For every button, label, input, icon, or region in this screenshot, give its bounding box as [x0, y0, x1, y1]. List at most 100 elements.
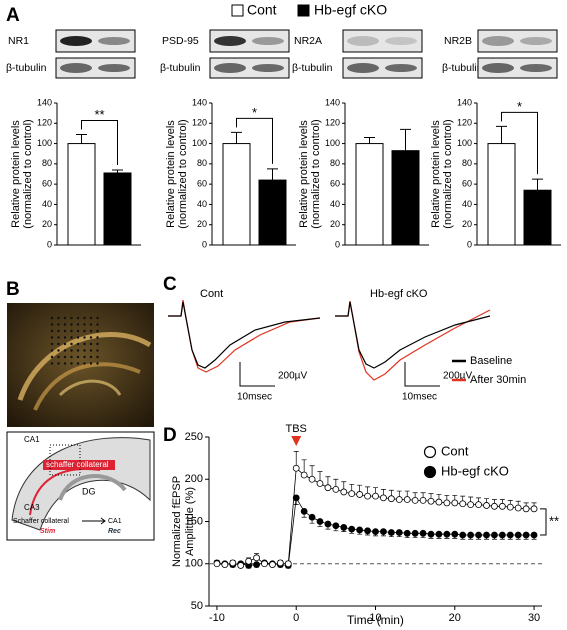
legend-label: Cont — [247, 2, 277, 18]
series-line — [216, 467, 535, 566]
significance: ** — [94, 107, 104, 122]
legend-label: Baseline — [470, 355, 512, 367]
electrode — [63, 342, 67, 346]
bar — [222, 143, 251, 246]
electrode — [83, 316, 86, 320]
electrode — [89, 323, 93, 326]
electrode — [50, 355, 54, 359]
marker — [237, 562, 245, 569]
marker — [475, 531, 482, 539]
electrode — [70, 342, 73, 346]
blot-label: β-tubulin — [160, 62, 201, 74]
electrode — [89, 342, 93, 346]
y-axis-label: Relative protein levels — [298, 120, 310, 228]
y-tick-label: 80 — [330, 158, 340, 168]
significance-bracket — [236, 117, 273, 164]
y-tick-label: 120 — [457, 118, 472, 128]
electrode — [76, 362, 80, 365]
y-tick-label: 150 — [185, 515, 203, 527]
marker — [459, 500, 467, 508]
electrode — [83, 323, 86, 326]
electrode — [57, 349, 60, 352]
band — [214, 63, 246, 73]
y-tick-label: 200 — [185, 473, 203, 485]
y-tick-label: 140 — [37, 97, 52, 107]
x-tick-label: -10 — [209, 612, 225, 624]
marker — [435, 498, 443, 506]
electrode — [70, 355, 73, 359]
marker — [229, 559, 237, 567]
marker — [316, 518, 324, 525]
marker — [411, 496, 419, 504]
electrode — [76, 342, 80, 346]
blot-label: NR2A — [294, 35, 322, 47]
electrode — [63, 316, 67, 320]
marker — [498, 502, 506, 510]
y-tick-label: 80 — [462, 158, 472, 168]
electrode — [83, 349, 86, 352]
marker — [395, 529, 403, 536]
marker — [292, 494, 300, 502]
y-tick-label: 20 — [197, 219, 207, 229]
band — [347, 36, 379, 46]
electrode — [57, 329, 60, 333]
rec-label: Rec — [108, 528, 121, 535]
blot — [477, 57, 558, 79]
marker — [419, 496, 427, 504]
electrode — [50, 349, 54, 352]
y-tick-label: 20 — [42, 219, 52, 229]
marker — [427, 497, 435, 505]
panel-letter: A — [6, 5, 20, 26]
blot — [209, 57, 290, 79]
error-bar — [112, 169, 123, 173]
electrode — [57, 362, 60, 365]
marker — [395, 496, 403, 503]
trace — [168, 301, 321, 369]
y-tick-label: 120 — [37, 118, 52, 128]
electrode — [96, 316, 99, 320]
y-tick-label: 60 — [197, 179, 207, 189]
marker — [506, 531, 514, 539]
error-bar — [496, 125, 507, 144]
panel-letter: B — [6, 279, 20, 300]
marker — [308, 513, 316, 521]
significance-bracket — [81, 119, 118, 165]
electrode — [70, 362, 73, 365]
panel-letter: C — [163, 274, 177, 295]
y-tick-label: 140 — [192, 97, 207, 107]
electrode — [96, 329, 99, 333]
marker — [514, 504, 522, 512]
scale-label: 200µV — [443, 371, 472, 382]
electrode — [70, 316, 73, 320]
marker — [530, 531, 538, 539]
electrode — [57, 323, 60, 326]
trace — [335, 301, 491, 369]
legend-label: Hb-egf cKO — [314, 2, 387, 18]
marker — [340, 488, 348, 496]
highlight-label: schaffer collateral — [46, 460, 109, 469]
y-tick-label: 50 — [191, 600, 203, 612]
error-bar — [532, 178, 543, 191]
blot — [342, 57, 423, 79]
electrode — [57, 342, 60, 346]
marker — [522, 531, 530, 539]
electrode — [50, 323, 54, 326]
region-label: DG — [82, 486, 96, 496]
electrode — [96, 362, 99, 365]
electrode — [76, 355, 80, 359]
electrode — [57, 336, 60, 339]
y-tick-label: 60 — [462, 179, 472, 189]
y-axis-label: (normalized to control) — [442, 119, 454, 228]
y-tick-label: 120 — [192, 118, 207, 128]
x-axis-label: Time (min) — [347, 613, 404, 627]
marker — [356, 491, 364, 498]
y-axis-label: (normalized to control) — [310, 119, 322, 228]
electrode — [57, 355, 60, 359]
electrode — [70, 323, 73, 326]
electrode — [50, 342, 54, 346]
error-bar — [76, 133, 87, 144]
blot — [55, 57, 136, 79]
electrode — [57, 316, 60, 320]
blot-label: NR1 — [8, 35, 29, 47]
marker — [300, 507, 308, 515]
